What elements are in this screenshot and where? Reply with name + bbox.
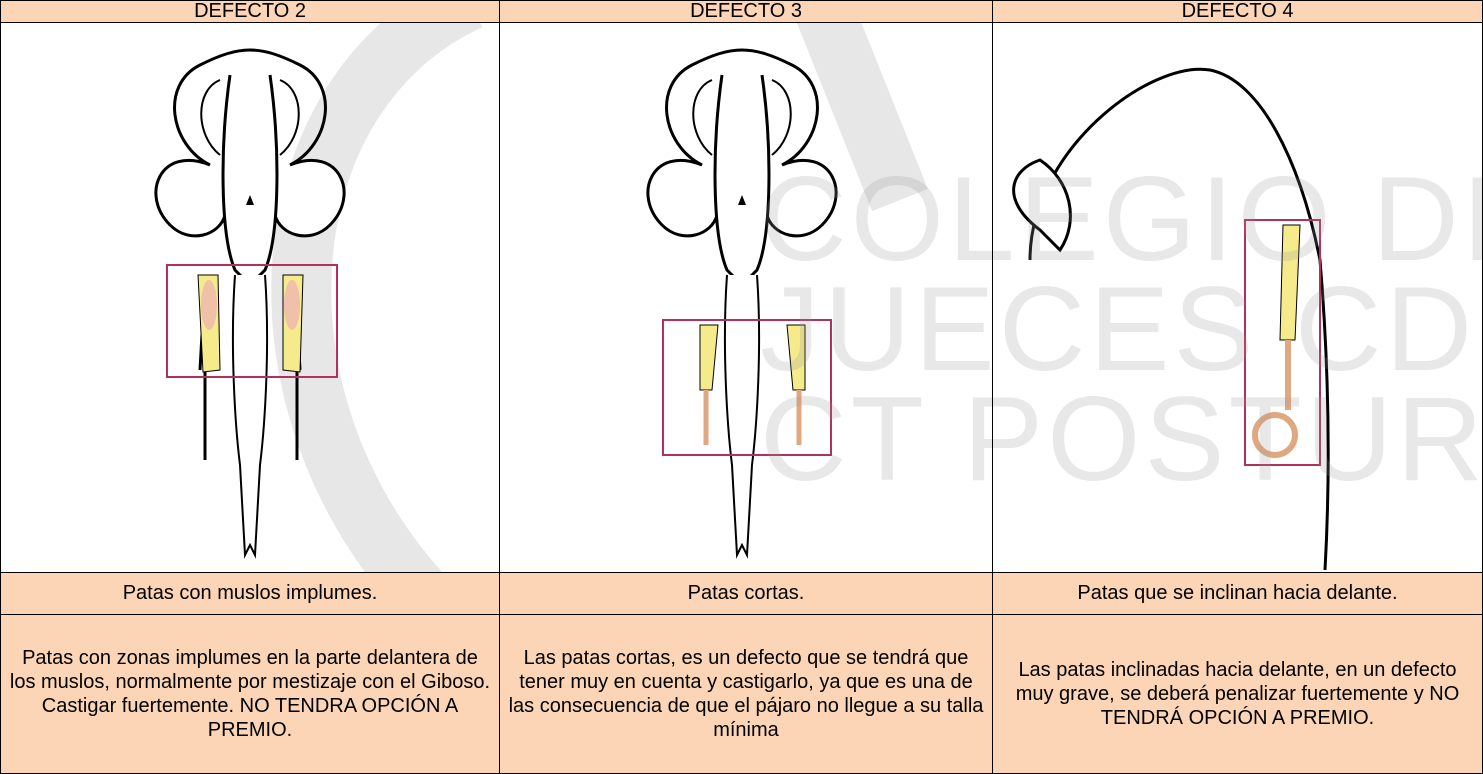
caption: Patas que se inclinan hacia delante. <box>992 572 1483 615</box>
caption: Patas cortas. <box>499 572 993 615</box>
column-header: DEFECTO 2 <box>0 0 500 23</box>
column-header: DEFECTO 4 <box>992 0 1483 23</box>
image-cell <box>499 22 993 573</box>
image-cell <box>0 22 500 573</box>
caption: Patas con muslos implumes. <box>0 572 500 615</box>
watermark: COLEGIO DE <box>760 152 1483 286</box>
watermark: CT POSTURA <box>760 372 1483 506</box>
watermark: JUECES CDE <box>760 262 1483 396</box>
description: Las patas inclinadas hacia delante, en u… <box>992 614 1483 774</box>
description: Las patas cortas, es un defecto que se t… <box>499 614 993 774</box>
image-cell <box>992 22 1483 573</box>
column-header: DEFECTO 3 <box>499 0 993 23</box>
description: Patas con zonas implumes en la parte del… <box>0 614 500 774</box>
